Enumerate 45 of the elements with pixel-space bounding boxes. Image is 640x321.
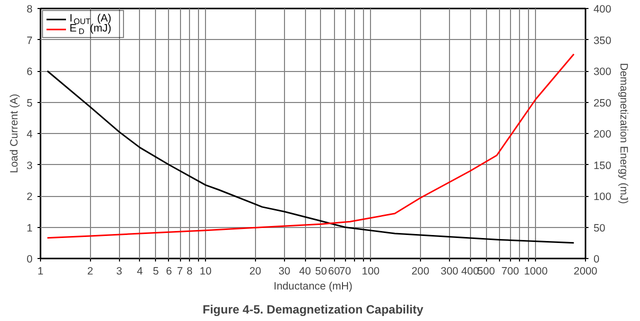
- text: Figure 4-5. Demagnetization Capability: [202, 302, 424, 316]
- x-tick-label: 60: [328, 266, 340, 278]
- x-tick-label: 300: [440, 266, 458, 278]
- y-tick-label: 3: [26, 160, 33, 172]
- y2-tick-label: 0: [594, 254, 600, 266]
- y-tick-label: 8: [26, 4, 33, 16]
- y2-tick-label: 400: [594, 4, 612, 16]
- x-tick-label: 500: [477, 266, 496, 278]
- y-tick-label: 0: [26, 254, 33, 266]
- y-tick-label: 7: [26, 34, 33, 47]
- y2-tick-label: 150: [594, 160, 612, 172]
- x-tick-label: 400: [461, 266, 480, 278]
- x-tick-label: 6: [166, 266, 172, 278]
- x-tick-label: 40: [299, 266, 311, 278]
- x-tick-label: 200: [412, 266, 430, 278]
- y-tick-label: 2: [26, 191, 33, 203]
- x-tick-label: 1: [38, 266, 44, 278]
- x-tick-label: 50: [315, 266, 327, 278]
- x-tick-label: 700: [501, 266, 520, 278]
- x-tick-label: 1000: [524, 266, 548, 278]
- y2-axis-title: Demagnetization Energy (mJ): [617, 63, 630, 204]
- x-tick-label: 5: [152, 266, 159, 278]
- x-tick-label: 20: [249, 266, 262, 278]
- x-tick-label: 4: [136, 266, 143, 278]
- y2-tick-label: 300: [594, 66, 612, 78]
- y-tick-label: 5: [26, 97, 33, 110]
- x-tick-label: 70: [339, 266, 352, 278]
- y-axis-title: Load Current (A): [8, 94, 21, 174]
- x-tick-label: 2: [87, 266, 94, 278]
- x-tick-label: 2000: [574, 266, 598, 278]
- x-tick-label: 7: [177, 266, 184, 278]
- x-tick-label: 8: [186, 266, 193, 278]
- x-tick-label: 100: [362, 266, 380, 278]
- y2-tick-label: 350: [594, 34, 612, 47]
- y-tick-label: 1: [26, 222, 33, 234]
- x-tick-label: 10: [200, 266, 212, 278]
- y-tick-label: 4: [26, 128, 33, 140]
- x-axis-title: Inductance (mH): [274, 280, 352, 292]
- y2-tick-label: 50: [594, 222, 606, 234]
- y2-tick-label: 200: [594, 128, 612, 140]
- x-tick-label: 3: [116, 266, 122, 278]
- y-tick-label: 6: [26, 66, 33, 78]
- x-tick-label: 30: [278, 266, 290, 278]
- y2-tick-label: 100: [594, 191, 612, 203]
- y2-tick-label: 250: [594, 97, 612, 110]
